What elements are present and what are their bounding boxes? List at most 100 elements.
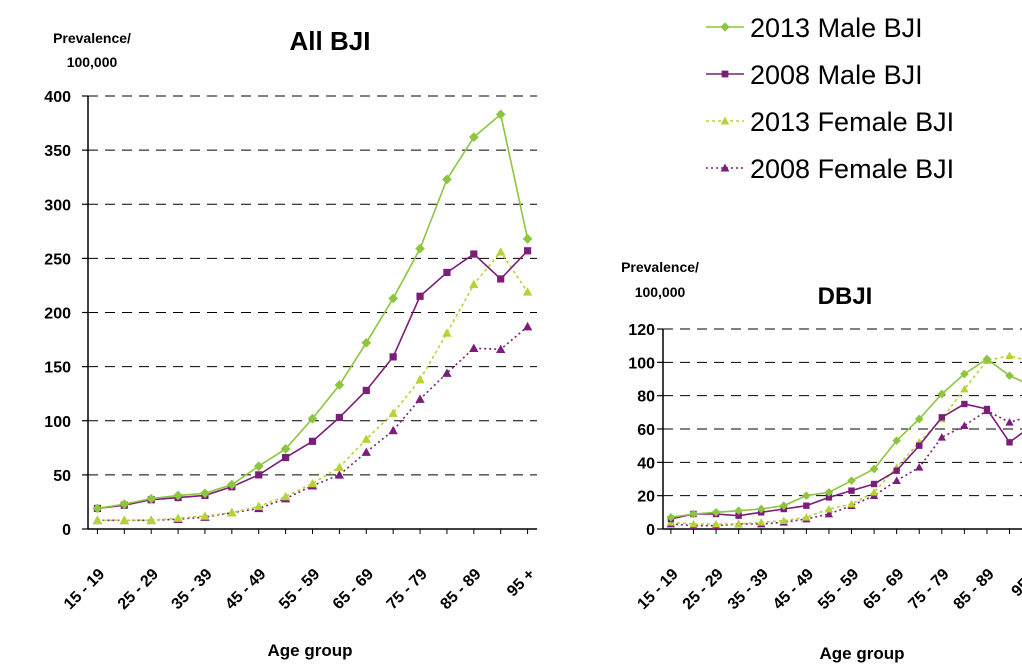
data-point [824,488,834,497]
data-point [870,480,878,488]
x-tick-label: 55 - 59 [276,566,323,613]
x-tick-label: 75 - 79 [905,566,952,613]
y-axis-label-line2: 100,000 [635,284,686,300]
data-point [893,467,900,474]
data-point [416,292,424,300]
y-tick-label: 20 [637,489,655,506]
y-tick-label: 60 [637,422,655,439]
data-point [689,519,698,528]
data-point [335,413,343,422]
data-point [689,509,698,519]
data-point [173,513,183,522]
data-point [255,471,263,479]
data-point [757,518,766,526]
chart-title: DBJI [818,283,873,310]
x-tick-label: 65 - 69 [860,566,907,613]
data-point [497,275,505,283]
data-point [307,478,318,488]
data-point [734,506,743,515]
series-line-2 [670,403,1022,520]
data-point [1005,371,1014,380]
data-point [666,513,676,522]
y-tick-label: 250 [44,251,71,268]
x-tick-label: 55 - 59 [815,566,862,613]
y-tick-label: 100 [628,355,655,372]
x-tick-label: 95 + [504,566,538,600]
data-point [415,243,425,254]
x-tick-label: 15 - 19 [61,566,108,613]
data-point [496,247,506,256]
legend-item-label: 2013 Female BJI [750,107,954,137]
x-axis-label: Age group [268,641,353,660]
y-tick-label: 120 [628,322,655,339]
data-point [200,511,210,520]
x-tick-label: 85 - 89 [951,566,998,613]
y-tick-label: 100 [44,414,71,431]
legend-swatch-marker [720,116,730,125]
y-tick-label: 40 [637,455,655,472]
data-point [847,476,856,485]
data-point [308,437,317,445]
y-tick-label: 0 [62,522,71,539]
data-point [442,328,452,337]
data-point [847,499,856,508]
x-tick-label: 15 - 19 [634,566,681,613]
y-axis-label-line1: Prevalence/ [621,259,699,275]
x-tick-label: 35 - 39 [725,566,772,613]
data-point [92,503,103,514]
data-point [415,374,425,384]
y-tick-label: 0 [646,522,655,539]
series-line-2 [97,250,529,510]
data-point [146,515,156,525]
data-point [937,389,947,399]
data-point [803,502,810,509]
data-point [307,413,318,424]
data-point [914,414,924,424]
data-point [756,504,766,514]
data-point [916,442,923,449]
data-point [523,247,532,255]
data-point [735,512,742,519]
data-point [869,464,879,474]
y-tick-label: 400 [44,89,71,106]
data-point [824,509,834,518]
data-point [825,494,833,501]
data-point [892,436,901,445]
data-point [361,434,371,443]
legend-swatch-marker [720,163,730,172]
data-point [442,174,452,185]
legend-item-label: 2008 Male BJI [750,60,923,90]
data-point [711,519,721,528]
y-tick-label: 80 [637,389,655,406]
data-point [960,421,969,429]
data-point [1006,439,1013,446]
data-point [280,491,291,501]
data-point [282,453,290,462]
x-tick-label: 25 - 29 [115,566,162,613]
data-point [334,462,345,472]
data-point [495,109,506,120]
data-point [280,444,291,454]
data-point [522,287,533,296]
data-point [869,488,879,496]
legend-swatch-marker [720,22,730,32]
series-line-1 [670,358,1022,519]
data-point [92,515,103,525]
x-axis-label: Age group [820,644,905,663]
series-line-4 [670,409,1022,527]
data-point [226,479,237,490]
y-tick-label: 350 [44,143,71,160]
data-point [522,321,533,331]
data-point [389,353,397,361]
legend-swatch-marker [721,70,729,78]
data-point [442,368,452,377]
data-point [983,405,991,413]
x-tick-label: 95 + [1009,566,1022,600]
data-point [362,386,370,395]
y-tick-label: 200 [44,306,71,323]
data-point [802,491,811,500]
data-point [415,394,425,403]
data-point [388,425,398,435]
data-point [173,490,183,501]
legend-item-label: 2013 Male BJI [750,13,923,43]
